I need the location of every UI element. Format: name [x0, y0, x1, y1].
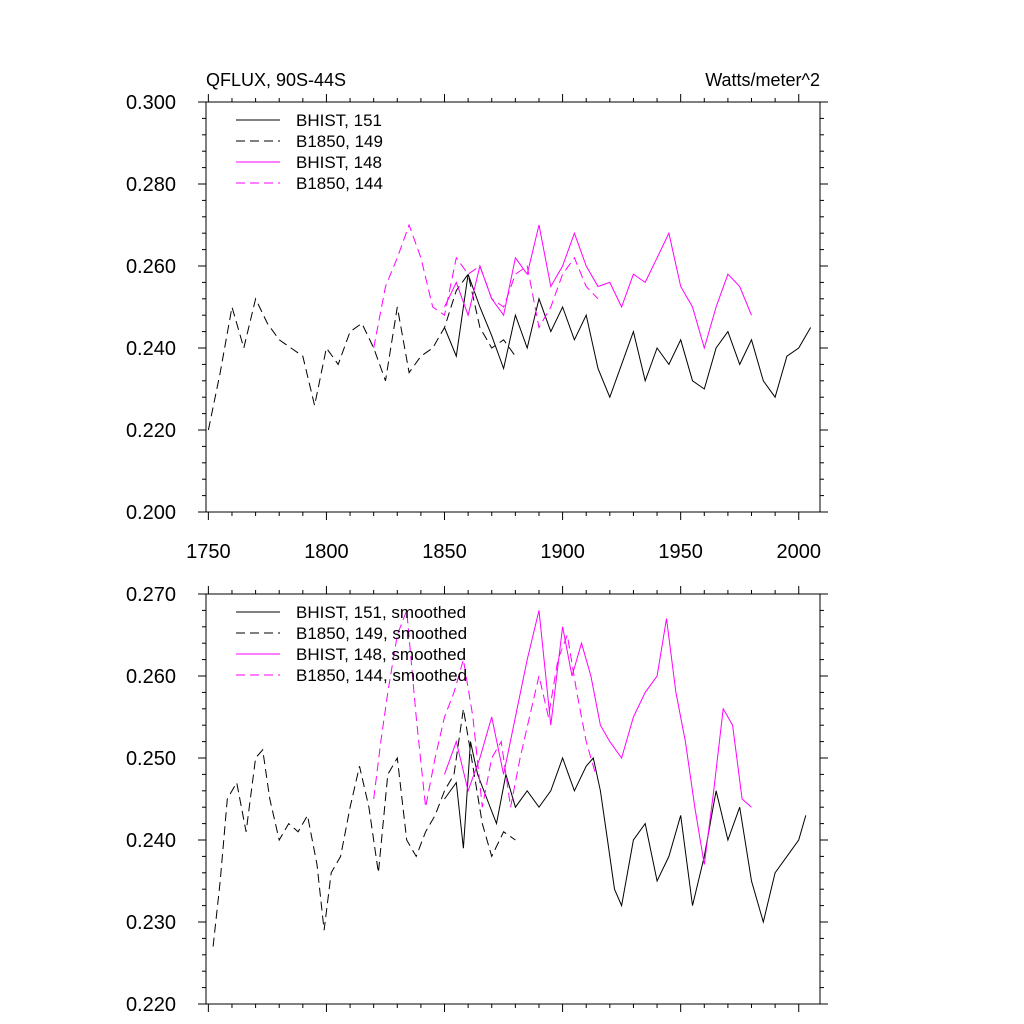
series-line-1	[444, 274, 812, 399]
x-tick-label: 1900	[540, 541, 585, 563]
y-tick-label: 0.270	[126, 584, 176, 606]
legend-label: BHIST, 151	[296, 111, 382, 130]
legend-label: BHIST, 148, smoothed	[296, 645, 466, 664]
y-tick-label: 0.250	[126, 748, 176, 770]
plot-frame	[205, 101, 821, 513]
legend-label: B1850, 144	[296, 174, 383, 193]
y-tick-label: 0.280	[126, 174, 176, 196]
y-tick-label: 0.240	[126, 338, 176, 360]
bottom-panel: 0.220 0.230 0.240 0.250 0.260 0.270 BHIST, 15…	[126, 584, 828, 1016]
x-tick-label: 1850	[422, 541, 467, 563]
y-tick-label: 0.260	[126, 256, 176, 278]
y-tick-label: 0.200	[126, 502, 176, 524]
series-line-3	[444, 610, 752, 865]
plot-frame	[205, 593, 821, 1005]
x-tick-label: 1750	[186, 541, 231, 563]
y-tick-label: 0.260	[126, 666, 176, 688]
bottom-axes: 0.220 0.230 0.240 0.250 0.260 0.270	[126, 584, 828, 1016]
y-tick-label: 0.230	[126, 912, 176, 934]
y-tick-label: 0.240	[126, 830, 176, 852]
top-title-right: Watts/meter^2	[705, 70, 820, 90]
legend-label: BHIST, 148	[296, 153, 382, 172]
series-line-2	[207, 273, 516, 431]
y-tick-label: 0.220	[126, 994, 176, 1016]
series-line-2	[212, 708, 516, 947]
y-tick-label: 0.300	[126, 92, 176, 114]
bottom-legend: BHIST, 151, smoothed B1850, 149, smoothed…	[236, 603, 467, 685]
series-line-3	[444, 224, 752, 350]
series-line-4	[373, 223, 599, 349]
top-title-left: QFLUX, 90S-44S	[206, 70, 346, 90]
series-line-4	[373, 610, 597, 808]
legend-label: B1850, 149, smoothed	[296, 624, 467, 643]
bottom-series-group	[212, 610, 807, 947]
x-tick-label: 1800	[304, 541, 349, 563]
legend-label: B1850, 144, smoothed	[296, 666, 467, 685]
x-tick-label: 2000	[776, 541, 821, 563]
top-panel: QFLUX, 90S-44S Watts/meter^2 1750 1800 185…	[126, 70, 828, 563]
top-axes: 1750 1800 1850 1900 1950 2000 0.200 0.220 0.240 0…	[126, 92, 828, 563]
y-tick-label: 0.220	[126, 420, 176, 442]
legend-label: B1850, 149	[296, 132, 383, 151]
top-series-group	[207, 223, 812, 431]
legend-label: BHIST, 151, smoothed	[296, 603, 466, 622]
x-tick-label: 1950	[658, 541, 703, 563]
series-line-1	[444, 741, 807, 924]
top-legend: BHIST, 151 B1850, 149 BHIST, 148 B1850, 144	[236, 111, 383, 193]
